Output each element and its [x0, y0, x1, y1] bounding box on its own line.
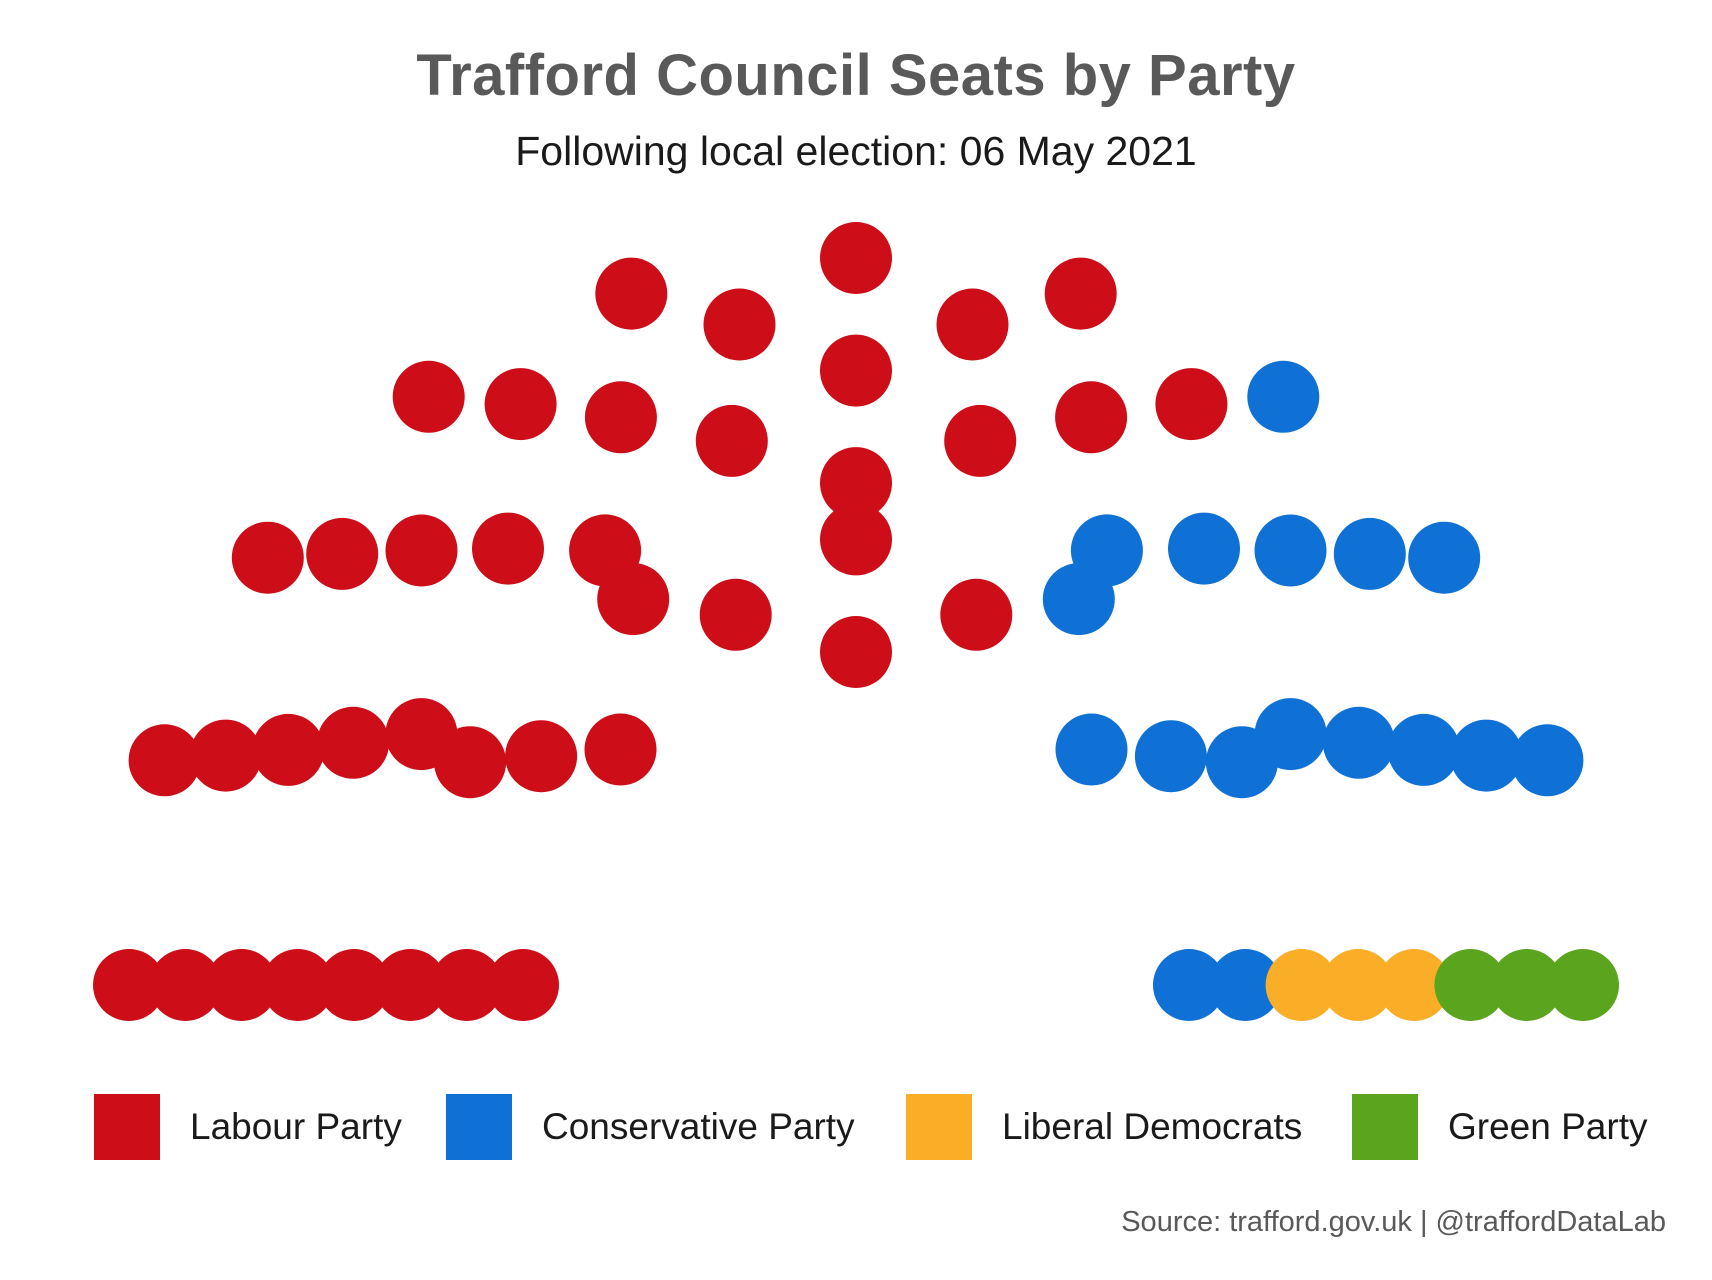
seat-labour-party-7 — [430, 949, 503, 1021]
seat-labour-party-30 — [820, 222, 892, 294]
seat-labour-party-15 — [231, 521, 304, 594]
seat-labour-party-22 — [484, 368, 557, 441]
seat-labour-party-12 — [317, 706, 390, 779]
seat-labour-party-14 — [434, 726, 507, 799]
seat-conservative-party-17 — [1209, 949, 1282, 1021]
seat-liberal-democrats-1 — [1265, 949, 1338, 1021]
seat-labour-party-19 — [584, 713, 657, 786]
seat-conservative-party-7 — [1333, 517, 1406, 590]
seat-labour-party-21 — [392, 360, 465, 433]
seat-conservative-party-8 — [1408, 521, 1481, 594]
seat-labour-party-4 — [149, 949, 222, 1021]
legend-item-conservative: Conservative Party — [446, 1094, 855, 1160]
seat-labour-party-3 — [205, 949, 278, 1021]
legend-label-conservative: Conservative Party — [542, 1106, 855, 1147]
legend: Labour Party Conservative Party Liberal … — [0, 1094, 1712, 1160]
seat-labour-party-33 — [820, 503, 892, 576]
seat-labour-party-29 — [703, 288, 776, 361]
seat-conservative-party-11 — [1205, 726, 1278, 799]
seat-labour-party-6 — [487, 949, 559, 1021]
legend-key-libdem — [906, 1094, 972, 1160]
seat-green-party-1 — [1434, 949, 1507, 1021]
legend-item-labour: Labour Party — [94, 1094, 402, 1160]
seat-labour-party-38 — [940, 578, 1013, 651]
seat-labour-party-20 — [472, 512, 544, 585]
seat-labour-party-37 — [1044, 257, 1117, 330]
legend-key-green — [1352, 1094, 1418, 1160]
parliament-chart — [93, 222, 1619, 1021]
legend-key-labour — [94, 1094, 160, 1160]
legend-label-libdem: Liberal Democrats — [1002, 1106, 1303, 1147]
seat-conservative-party-14 — [1450, 719, 1523, 792]
seat-conservative-party-3 — [1247, 360, 1320, 433]
seat-conservative-party-2 — [1042, 563, 1115, 636]
seat-labour-party-9 — [128, 724, 201, 797]
seat-labour-party-18 — [385, 514, 458, 587]
seat-conservative-party-12 — [1322, 706, 1395, 779]
seat-labour-party-35 — [936, 288, 1009, 361]
seat-labour-party-17 — [306, 517, 379, 590]
seat-labour-party-8 — [374, 949, 447, 1021]
seat-conservative-party-6 — [1055, 713, 1128, 786]
legend-item-libdem: Liberal Democrats — [906, 1094, 1302, 1160]
seat-labour-party-39 — [1055, 381, 1128, 454]
seat-conservative-party-4 — [1168, 512, 1240, 585]
seat-labour-party-31 — [820, 334, 892, 407]
seat-conservative-party-9 — [1134, 720, 1207, 793]
seat-conservative-party-5 — [1254, 514, 1327, 587]
seat-green-party-3 — [1547, 949, 1619, 1021]
seat-labour-party-32 — [820, 447, 892, 520]
chart-source: Source: trafford.gov.uk | @traffordDataL… — [1121, 1206, 1666, 1238]
seat-conservative-party-16 — [1153, 949, 1225, 1021]
seat-labour-party-25 — [584, 381, 657, 454]
seat-labour-party-1 — [318, 949, 391, 1021]
seat-labour-party-11 — [252, 713, 325, 786]
legend-label-labour: Labour Party — [190, 1106, 402, 1147]
seat-conservative-party-15 — [1511, 724, 1584, 797]
seat-labour-party-26 — [595, 257, 668, 330]
seat-labour-party-5 — [93, 949, 165, 1021]
legend-key-conservative — [446, 1094, 512, 1160]
seat-labour-party-27 — [699, 578, 772, 651]
seat-liberal-democrats-3 — [1378, 949, 1451, 1021]
legend-item-green: Green Party — [1352, 1094, 1647, 1160]
seat-labour-party-28 — [695, 404, 768, 477]
seat-liberal-democrats-2 — [1321, 949, 1394, 1021]
seat-labour-party-2 — [261, 949, 334, 1021]
seat-labour-party-34 — [820, 616, 892, 688]
seat-labour-party-10 — [189, 719, 262, 792]
chart-subtitle: Following local election: 06 May 2021 — [515, 128, 1197, 174]
legend-label-green: Green Party — [1448, 1106, 1648, 1147]
seat-labour-party-24 — [597, 563, 670, 636]
seat-labour-party-36 — [944, 404, 1017, 477]
seat-green-party-2 — [1490, 949, 1563, 1021]
seat-labour-party-16 — [505, 720, 578, 793]
seat-conservative-party-13 — [1387, 713, 1460, 786]
chart-title: Trafford Council Seats by Party — [416, 43, 1296, 108]
seat-labour-party-40 — [1155, 368, 1228, 441]
